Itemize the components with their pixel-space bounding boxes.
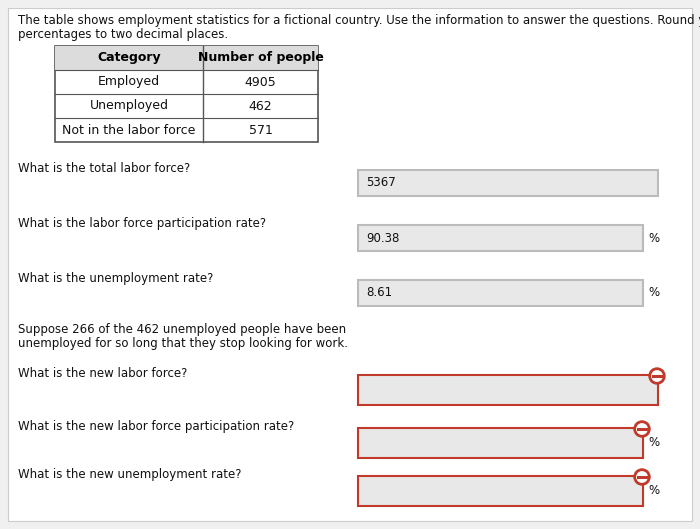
- Text: What is the labor force participation rate?: What is the labor force participation ra…: [18, 217, 266, 230]
- Bar: [358, 170, 658, 196]
- Text: %: %: [648, 436, 659, 450]
- Text: What is the total labor force?: What is the total labor force?: [18, 162, 190, 175]
- Bar: [55, 46, 318, 142]
- Circle shape: [634, 469, 650, 485]
- Text: Employed: Employed: [98, 76, 160, 88]
- Text: Not in the labor force: Not in the labor force: [62, 123, 196, 136]
- Circle shape: [634, 421, 650, 437]
- FancyBboxPatch shape: [8, 8, 692, 521]
- Text: 4905: 4905: [244, 76, 276, 88]
- Text: Number of people: Number of people: [197, 51, 323, 65]
- Text: What is the new labor force participation rate?: What is the new labor force participatio…: [18, 420, 294, 433]
- Text: %: %: [648, 232, 659, 244]
- Text: What is the new labor force?: What is the new labor force?: [18, 367, 188, 380]
- Text: percentages to two decimal places.: percentages to two decimal places.: [18, 28, 228, 41]
- Bar: [358, 375, 658, 405]
- Text: What is the new unemployment rate?: What is the new unemployment rate?: [18, 468, 241, 481]
- Text: %: %: [648, 287, 659, 299]
- Text: Category: Category: [97, 51, 161, 65]
- Bar: [55, 46, 318, 70]
- Text: unemployed for so long that they stop looking for work.: unemployed for so long that they stop lo…: [18, 337, 348, 350]
- Bar: [358, 225, 643, 251]
- Circle shape: [637, 424, 648, 434]
- Text: Suppose 266 of the 462 unemployed people have been: Suppose 266 of the 462 unemployed people…: [18, 323, 346, 336]
- Bar: [358, 428, 643, 458]
- Circle shape: [637, 472, 648, 482]
- Bar: [358, 476, 643, 506]
- Text: 5367: 5367: [366, 177, 396, 189]
- Text: The table shows employment statistics for a fictional country. Use the informati: The table shows employment statistics fo…: [18, 14, 700, 27]
- Circle shape: [649, 368, 665, 384]
- Text: %: %: [648, 485, 659, 497]
- Circle shape: [652, 371, 662, 381]
- Text: 571: 571: [248, 123, 272, 136]
- Text: 90.38: 90.38: [366, 232, 400, 244]
- Bar: [358, 280, 643, 306]
- Text: What is the unemployment rate?: What is the unemployment rate?: [18, 272, 213, 285]
- Text: 462: 462: [248, 99, 272, 113]
- Text: Unemployed: Unemployed: [90, 99, 169, 113]
- Text: 8.61: 8.61: [366, 287, 392, 299]
